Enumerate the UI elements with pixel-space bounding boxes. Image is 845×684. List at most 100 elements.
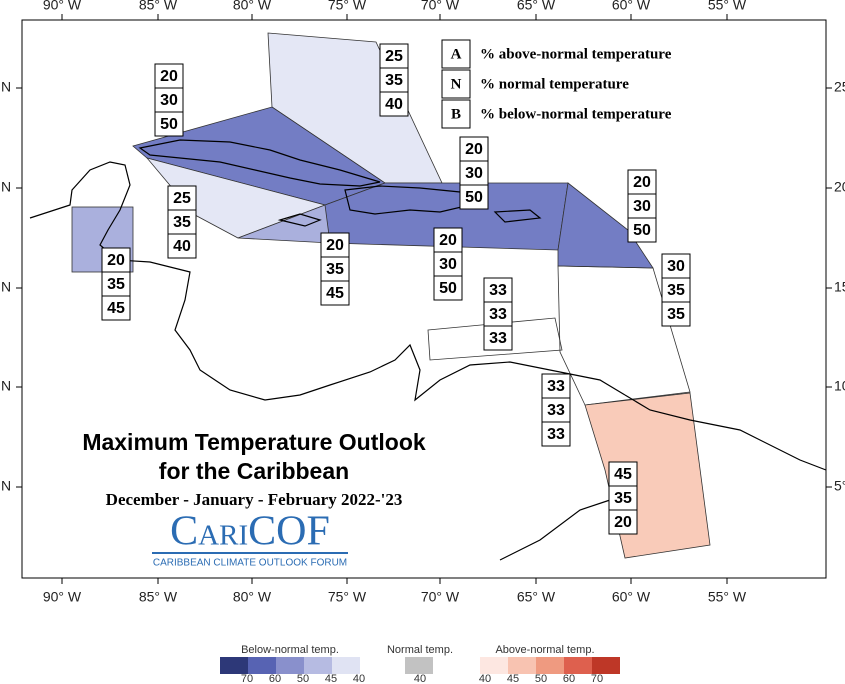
probability: 40 [173, 238, 191, 255]
label-box [661, 301, 691, 327]
lat-label: 20 [834, 179, 845, 195]
probability: 30 [633, 198, 651, 215]
lat-label: 10 [834, 378, 845, 394]
colorbar: Below-normal temp. 70 60 50 45 40 Normal temp.… [220, 644, 620, 684]
lon-label: 85° W [139, 0, 178, 13]
coastlines [29, 139, 827, 561]
probability: 50 [160, 116, 178, 133]
label-box [608, 485, 638, 511]
axis-ticks: 90° W 90° W 85° W 85° W 80° W 80° W 75° W 75° W… [1, 0, 845, 605]
colorbar-swatch [332, 657, 360, 674]
lon-label: 70° W [421, 589, 460, 605]
key-letter: N [451, 76, 462, 92]
label-box [627, 193, 657, 219]
probability: 25 [173, 190, 191, 207]
probability: 40 [385, 96, 403, 113]
period: December - January - February 2022-'23 [106, 490, 403, 509]
probability: 20 [439, 232, 457, 249]
colorbar-tick: 40 [414, 673, 426, 684]
label-box [661, 253, 691, 279]
label-box [101, 247, 131, 273]
lat-label: N [1, 279, 11, 295]
probability: 20 [465, 141, 483, 158]
probability: 35 [173, 214, 191, 231]
colorbar-swatch [248, 657, 276, 674]
label-box [433, 227, 463, 253]
colorbar-swatch [405, 657, 433, 674]
lon-label: 60° W [612, 0, 651, 13]
probability: 30 [667, 258, 685, 275]
label-box [541, 397, 571, 423]
label-box [459, 184, 489, 210]
colorbar-swatch [592, 657, 620, 674]
colorbar-tick: 50 [297, 673, 309, 684]
label-box [661, 277, 691, 303]
probability: 20 [633, 174, 651, 191]
probability: 50 [439, 280, 457, 297]
lat-label: N [1, 179, 11, 195]
key-text: % above-normal temperature [480, 46, 672, 62]
colorbar-tick: 70 [241, 673, 253, 684]
label-box [154, 63, 184, 89]
logo-tagline: CARIBBEAN CLIMATE OUTLOOK FORUM [153, 558, 347, 569]
colorbar-swatch [480, 657, 508, 674]
colorbar-tick: 45 [325, 673, 337, 684]
probability: 45 [107, 300, 125, 317]
colorbar-label: Below-normal temp. [241, 644, 339, 656]
lon-label: 90° W [43, 0, 82, 13]
lon-label: 65° W [517, 589, 556, 605]
label-box [379, 67, 409, 93]
key-box [441, 69, 471, 99]
probability: 45 [614, 466, 632, 483]
lon-label: 55° W [708, 589, 747, 605]
label-box [154, 111, 184, 137]
probability: 33 [489, 306, 507, 323]
title-line: for the Caribbean [159, 458, 349, 484]
colorbar-tick: 40 [479, 673, 491, 684]
label-box [320, 232, 350, 258]
colorbar-tick: 60 [269, 673, 281, 684]
key-text: % below-normal temperature [480, 106, 672, 122]
lon-label: 80° W [233, 589, 272, 605]
region-area [427, 317, 563, 361]
label-box [167, 185, 197, 211]
probability: 30 [465, 165, 483, 182]
lon-label: 60° W [612, 589, 651, 605]
lat-label: 15 [834, 279, 845, 295]
probability: 50 [633, 222, 651, 239]
colorbar-swatch [220, 657, 248, 674]
probability: 20 [107, 252, 125, 269]
colorbar-swatch [508, 657, 536, 674]
label-box [608, 461, 638, 487]
probability: 33 [489, 282, 507, 299]
probability: 33 [489, 330, 507, 347]
logo-name: CariCOF [170, 509, 330, 555]
lat-label: N [1, 478, 11, 494]
colorbar-tick: 70 [591, 673, 603, 684]
probability: 35 [614, 490, 632, 507]
colorbar-tick: 45 [507, 673, 519, 684]
probability: 33 [547, 378, 565, 395]
lon-label: 75° W [328, 589, 367, 605]
label-box [379, 91, 409, 117]
key: A N B % above-normal temperature % norma… [441, 39, 672, 129]
label-box [627, 169, 657, 195]
probability: 20 [160, 68, 178, 85]
lon-label: 90° W [43, 589, 82, 605]
label-box [459, 160, 489, 186]
label-box [459, 136, 489, 162]
label-box [167, 233, 197, 259]
lon-label: 55° W [708, 0, 747, 13]
colorbar-label: Normal temp. [387, 644, 453, 656]
label-box [541, 373, 571, 399]
colorbar-label: Above-normal temp. [495, 644, 594, 656]
lat-label: 25 [834, 79, 845, 95]
lat-label: 5° [834, 478, 845, 494]
label-box [101, 295, 131, 321]
key-box [441, 39, 471, 69]
colorbar-tick: 60 [563, 673, 575, 684]
probability: 20 [326, 237, 344, 254]
lat-label: N [1, 79, 11, 95]
key-text: % normal temperature [480, 76, 629, 92]
